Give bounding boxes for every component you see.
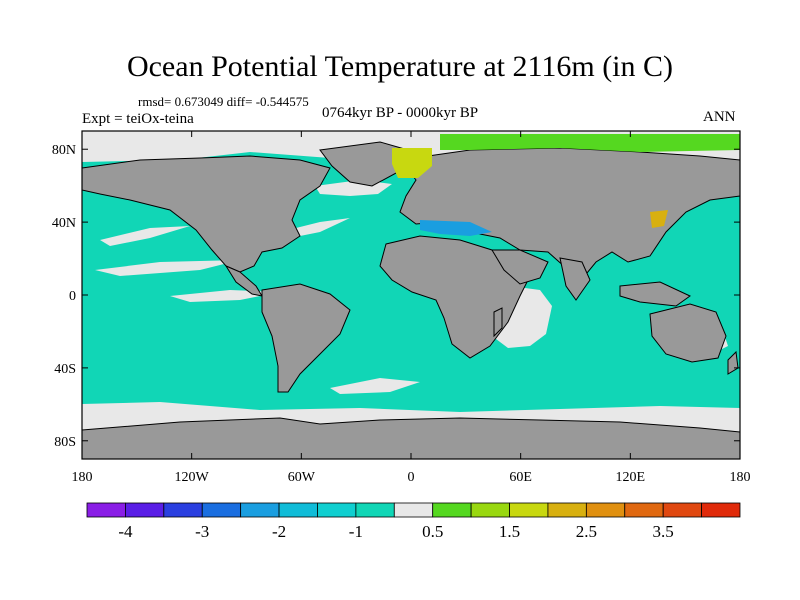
north-america xyxy=(82,155,331,273)
japan-sea-patch xyxy=(650,210,668,228)
greenland xyxy=(319,141,409,187)
colorbar-box xyxy=(509,502,549,518)
lat-tick-label: 40S xyxy=(54,362,76,377)
colorbar-box xyxy=(201,502,242,518)
colorbar-box xyxy=(624,502,664,518)
colorbar-box xyxy=(163,502,203,518)
colorbar-box xyxy=(662,502,702,518)
lon-tick-label: 60W xyxy=(288,470,316,485)
colorbar-label: -4 xyxy=(118,522,133,541)
colorbar: -4 -3 -2 -1 0.5 1.5 2.5 3.5 xyxy=(86,502,741,541)
experiment-label: Expt = teiOx-teina xyxy=(82,111,194,127)
lat-tick-label: 80S xyxy=(54,435,76,450)
anomaly-patches xyxy=(392,134,740,236)
madagascar xyxy=(493,307,503,338)
colorbar-box xyxy=(393,502,434,518)
colorbar-box xyxy=(86,502,126,518)
south-atlantic-streak xyxy=(330,378,420,394)
period-label: 0764kyr BP - 0000kyr BP xyxy=(322,105,479,121)
southeast-asia-islands xyxy=(619,281,691,307)
colorbar-label: -2 xyxy=(272,522,286,541)
colorbar-label: -1 xyxy=(349,522,363,541)
north-pacific-streak-2 xyxy=(95,260,240,276)
north-pacific-streak-1 xyxy=(100,226,190,246)
colorbar-box xyxy=(701,502,741,518)
australia xyxy=(649,303,727,363)
colorbar-box xyxy=(547,502,587,518)
stats-text: rmsd= 0.673049 diff= -0.544575 xyxy=(138,94,309,109)
colorbar-box xyxy=(470,502,510,518)
arabia xyxy=(491,249,549,285)
arctic-positive-patch xyxy=(440,134,740,152)
colorbar-label: 2.5 xyxy=(576,522,597,541)
longitude-axis: 180 120W 60W 0 60E 120E 180 xyxy=(72,131,751,485)
colorbar-label: 3.5 xyxy=(653,522,674,541)
colorbar-box xyxy=(125,502,165,518)
lon-tick-label: 120E xyxy=(616,470,646,485)
colorbar-box xyxy=(278,502,318,518)
lat-tick-label: 80N xyxy=(52,143,76,158)
south-america xyxy=(261,283,351,393)
colorbar-box xyxy=(317,502,357,518)
latitude-axis: 80N 40N 0 40S 80S xyxy=(52,143,740,450)
lat-tick-label: 40N xyxy=(52,216,76,231)
colorbar-label: 1.5 xyxy=(499,522,520,541)
india xyxy=(559,257,591,301)
mediterranean-cold-patch xyxy=(420,220,492,236)
map-title: Ocean Potential Temperature at 2116m (in… xyxy=(126,50,674,83)
lon-tick-label: 0 xyxy=(408,470,415,485)
lon-tick-label: 120W xyxy=(175,470,210,485)
colorbar-label: -3 xyxy=(195,522,209,541)
nordic-seas-patch xyxy=(392,148,432,178)
lon-tick-label: 180 xyxy=(730,470,751,485)
season-label: ANN xyxy=(703,109,736,125)
antarctica xyxy=(82,417,740,459)
map-area xyxy=(82,131,740,459)
colorbar-box xyxy=(355,502,395,518)
land-masses xyxy=(82,141,740,459)
colorbar-box xyxy=(432,502,472,518)
lon-tick-label: 180 xyxy=(72,470,93,485)
colorbar-label: 0.5 xyxy=(422,522,443,541)
colorbar-box xyxy=(585,502,626,518)
lon-tick-label: 60E xyxy=(509,470,532,485)
colorbar-box xyxy=(240,502,280,518)
lat-tick-label: 0 xyxy=(69,289,76,304)
